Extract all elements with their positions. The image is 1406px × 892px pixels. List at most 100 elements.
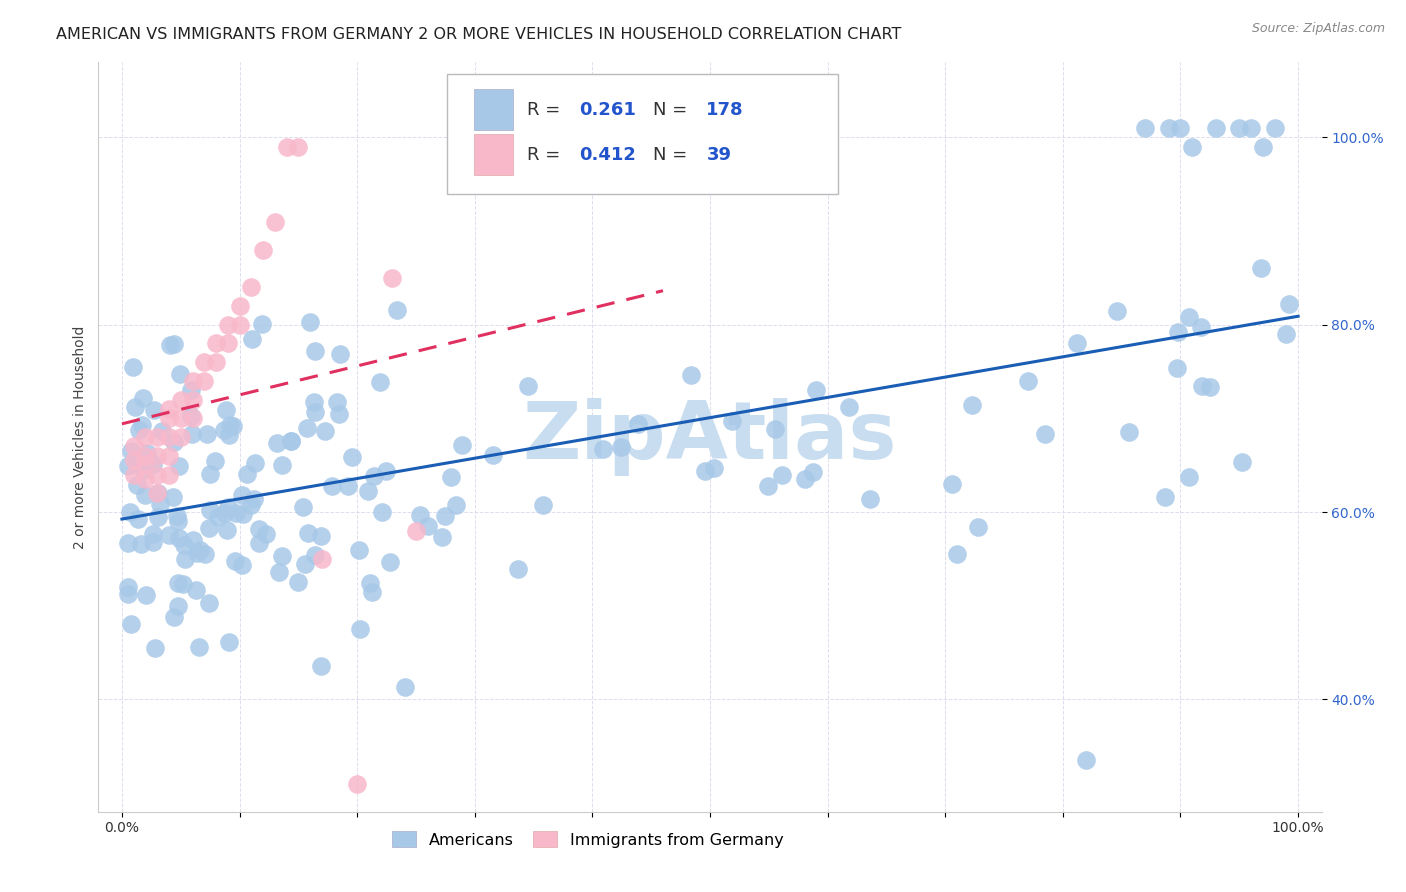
- Point: [287, 575, 309, 590]
- Point: [263, 214, 285, 228]
- Point: [328, 407, 350, 421]
- Point: [146, 467, 169, 482]
- Point: [801, 465, 824, 479]
- Text: ZipAtlas: ZipAtlas: [523, 398, 897, 476]
- Point: [124, 401, 146, 415]
- Bar: [474, 134, 513, 175]
- Point: [941, 476, 963, 491]
- Point: [359, 576, 381, 591]
- Point: [217, 336, 239, 351]
- Point: [361, 585, 384, 599]
- Point: [127, 512, 149, 526]
- Point: [271, 458, 294, 472]
- Point: [243, 456, 266, 470]
- Point: [280, 434, 302, 449]
- Point: [135, 588, 157, 602]
- Text: 0.261: 0.261: [579, 101, 636, 119]
- Point: [215, 403, 238, 417]
- Point: [347, 542, 370, 557]
- Point: [157, 411, 180, 425]
- Point: [231, 508, 253, 522]
- Point: [433, 509, 456, 524]
- Point: [166, 509, 188, 524]
- Point: [1191, 319, 1213, 334]
- Point: [1118, 425, 1140, 440]
- Point: [169, 368, 191, 382]
- Point: [146, 449, 169, 463]
- Point: [143, 402, 166, 417]
- Point: [163, 610, 186, 624]
- Point: [231, 488, 253, 502]
- Point: [224, 554, 246, 568]
- Text: R =: R =: [526, 145, 565, 163]
- Point: [374, 465, 396, 479]
- Point: [157, 401, 180, 416]
- Point: [163, 435, 186, 450]
- Point: [1033, 426, 1056, 441]
- Point: [120, 444, 142, 458]
- Point: [1154, 491, 1177, 505]
- Point: [159, 338, 181, 352]
- Point: [297, 525, 319, 540]
- Point: [1178, 470, 1201, 484]
- Point: [132, 392, 155, 406]
- Point: [120, 616, 142, 631]
- Point: [763, 422, 786, 436]
- Point: [1251, 139, 1274, 153]
- Point: [304, 405, 326, 419]
- Point: [381, 271, 404, 285]
- Point: [252, 243, 274, 257]
- Point: [131, 417, 153, 432]
- Point: [346, 776, 368, 791]
- Point: [394, 680, 416, 694]
- Point: [122, 360, 145, 375]
- Point: [610, 440, 633, 454]
- Point: [167, 599, 190, 613]
- Point: [181, 427, 204, 442]
- Point: [150, 424, 173, 438]
- Point: [217, 500, 239, 515]
- Point: [157, 467, 180, 482]
- Point: [157, 528, 180, 542]
- Point: [721, 414, 744, 428]
- Point: [167, 458, 190, 473]
- Point: [134, 449, 156, 463]
- Point: [1017, 374, 1039, 388]
- Point: [198, 503, 221, 517]
- Point: [252, 317, 274, 331]
- Point: [247, 536, 270, 550]
- Point: [294, 558, 316, 572]
- Point: [506, 562, 529, 576]
- Point: [1105, 304, 1128, 318]
- Point: [221, 418, 243, 433]
- Point: [217, 318, 239, 332]
- Point: [117, 458, 139, 473]
- Point: [693, 464, 716, 478]
- Point: [1264, 120, 1286, 135]
- Point: [193, 374, 215, 388]
- Bar: [474, 89, 513, 130]
- Point: [1278, 297, 1301, 311]
- Point: [770, 468, 793, 483]
- Text: AMERICAN VS IMMIGRANTS FROM GERMANY 2 OR MORE VEHICLES IN HOUSEHOLD CORRELATION : AMERICAN VS IMMIGRANTS FROM GERMANY 2 OR…: [56, 27, 901, 42]
- Point: [128, 423, 150, 437]
- Point: [134, 472, 156, 486]
- Point: [180, 409, 202, 424]
- Point: [960, 398, 983, 412]
- Point: [309, 659, 332, 673]
- Point: [592, 442, 614, 457]
- Point: [966, 520, 988, 534]
- Point: [416, 519, 439, 533]
- Point: [186, 582, 208, 597]
- Point: [627, 417, 650, 431]
- Point: [1205, 120, 1227, 135]
- Point: [1227, 120, 1250, 135]
- Point: [409, 508, 432, 522]
- Point: [321, 479, 343, 493]
- Point: [793, 472, 815, 486]
- Point: [309, 529, 332, 543]
- Point: [1066, 335, 1088, 350]
- Point: [120, 504, 142, 518]
- Point: [1199, 380, 1222, 394]
- Point: [207, 510, 229, 524]
